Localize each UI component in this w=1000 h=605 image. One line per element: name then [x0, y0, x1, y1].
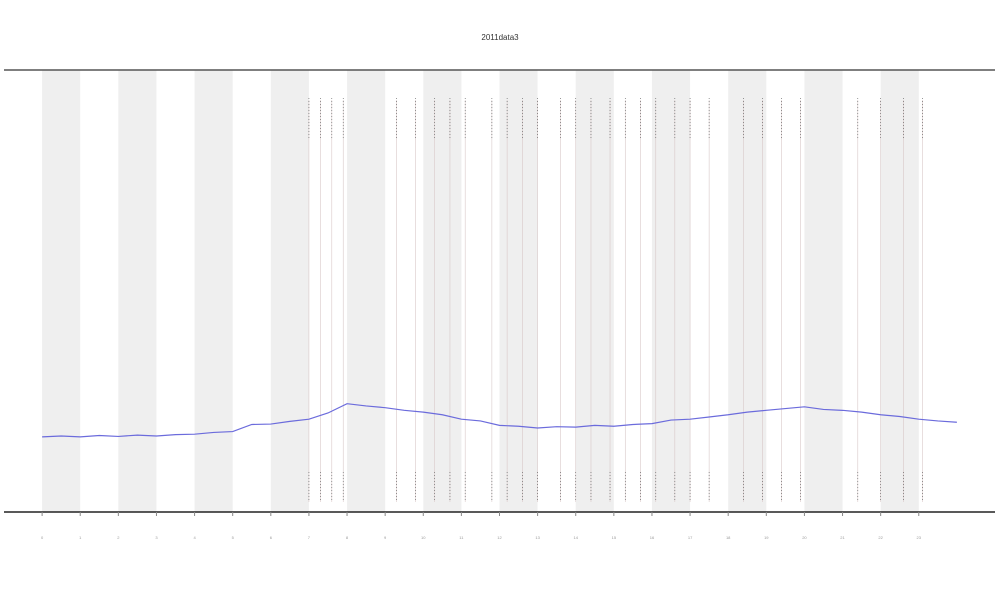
x-tick-label: 17 [688, 535, 693, 540]
chart-title: 2011data3 [481, 33, 519, 42]
shaded-band [804, 70, 843, 512]
x-tick-label: 13 [535, 535, 540, 540]
shaded-band [194, 70, 233, 512]
x-tick-label: 16 [650, 535, 655, 540]
shaded-band [575, 70, 614, 512]
shaded-band [270, 70, 309, 512]
shaded-band [651, 70, 691, 512]
x-tick-label: 20 [802, 535, 807, 540]
shaded-band [347, 70, 386, 512]
x-tick-label: 7 [308, 535, 311, 540]
shaded-band [118, 70, 157, 512]
x-tick-label: 21 [840, 535, 845, 540]
x-tick-label: 14 [574, 535, 579, 540]
x-tick-label: 15 [612, 535, 617, 540]
x-tick-label: 1 [79, 535, 82, 540]
x-tick-label: 0 [41, 535, 44, 540]
x-tick-label: 22 [878, 535, 883, 540]
x-tick-label: 10 [421, 535, 426, 540]
shaded-band [499, 70, 538, 512]
x-tick-label: 18 [726, 535, 731, 540]
shaded-band [423, 70, 462, 512]
shaded-band [42, 70, 81, 512]
shaded-band [880, 70, 919, 512]
x-tick-label: 12 [497, 535, 502, 540]
x-tick-label: 8 [346, 535, 349, 540]
x-tick-label: 4 [193, 535, 196, 540]
series-line [42, 403, 957, 438]
x-tick-label: 6 [270, 535, 273, 540]
shaded-band [728, 70, 767, 512]
x-tick-label: 11 [459, 535, 464, 540]
x-tick-label: 19 [764, 535, 769, 540]
x-tick-label: 23 [917, 535, 922, 540]
x-tick-label: 5 [232, 535, 235, 540]
x-tick-label: 9 [384, 535, 387, 540]
x-tick-label: 3 [155, 535, 158, 540]
x-tick-label: 2 [117, 535, 120, 540]
